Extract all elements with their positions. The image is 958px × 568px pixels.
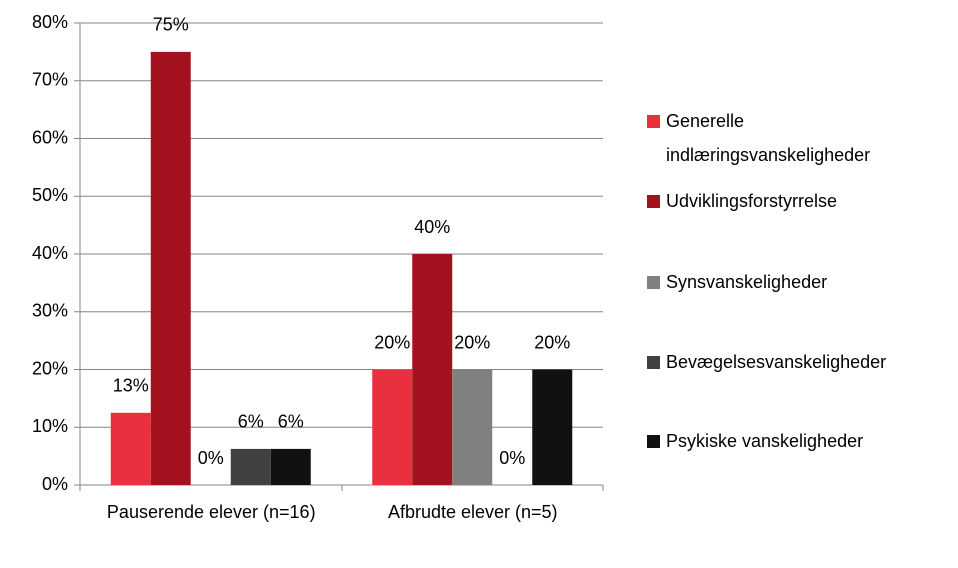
y-tick-label: 30% [32, 301, 68, 321]
value-label: 6% [238, 412, 264, 432]
legend-label: Synsvanskeligheder [666, 272, 828, 292]
legend-swatch [647, 115, 660, 128]
value-label: 13% [113, 376, 149, 396]
bar [110, 412, 151, 485]
y-tick-label: 0% [42, 474, 68, 494]
value-label: 6% [278, 412, 304, 432]
x-tick-label: Afbrudte elever (n=5) [387, 502, 558, 522]
bar [150, 51, 191, 485]
legend-swatch [647, 356, 660, 369]
y-tick-label: 80% [32, 12, 68, 32]
bar [532, 369, 573, 485]
y-tick-label: 70% [32, 70, 68, 90]
bar [270, 448, 311, 485]
legend-swatch [647, 276, 660, 289]
value-label: 0% [499, 448, 525, 468]
bar [230, 448, 271, 485]
legend-label: Udviklingsforstyrrelse [666, 191, 838, 211]
legend-swatch [647, 435, 660, 448]
legend-label: Generelle indlæringsvanskeligheder [666, 111, 871, 165]
value-label: 20% [534, 332, 570, 352]
y-tick-label: 50% [32, 185, 68, 205]
legend-label: Bevægelsesvanskeligheder [666, 352, 887, 372]
y-tick-label: 20% [32, 358, 68, 378]
value-label: 40% [414, 217, 450, 237]
y-tick-label: 60% [32, 127, 68, 147]
value-label: 20% [374, 332, 410, 352]
legend-swatch [647, 195, 660, 208]
value-label: 0% [198, 448, 224, 468]
bar [412, 254, 453, 485]
x-tick-label: Pauserende elever (n=16) [106, 502, 316, 522]
bar [452, 369, 493, 485]
bar [372, 369, 413, 485]
value-label: 75% [153, 15, 189, 35]
y-tick-label: 40% [32, 243, 68, 263]
value-label: 20% [454, 332, 490, 352]
y-tick-label: 10% [32, 416, 68, 436]
legend-label: Psykiske vanskeligheder [666, 431, 864, 451]
